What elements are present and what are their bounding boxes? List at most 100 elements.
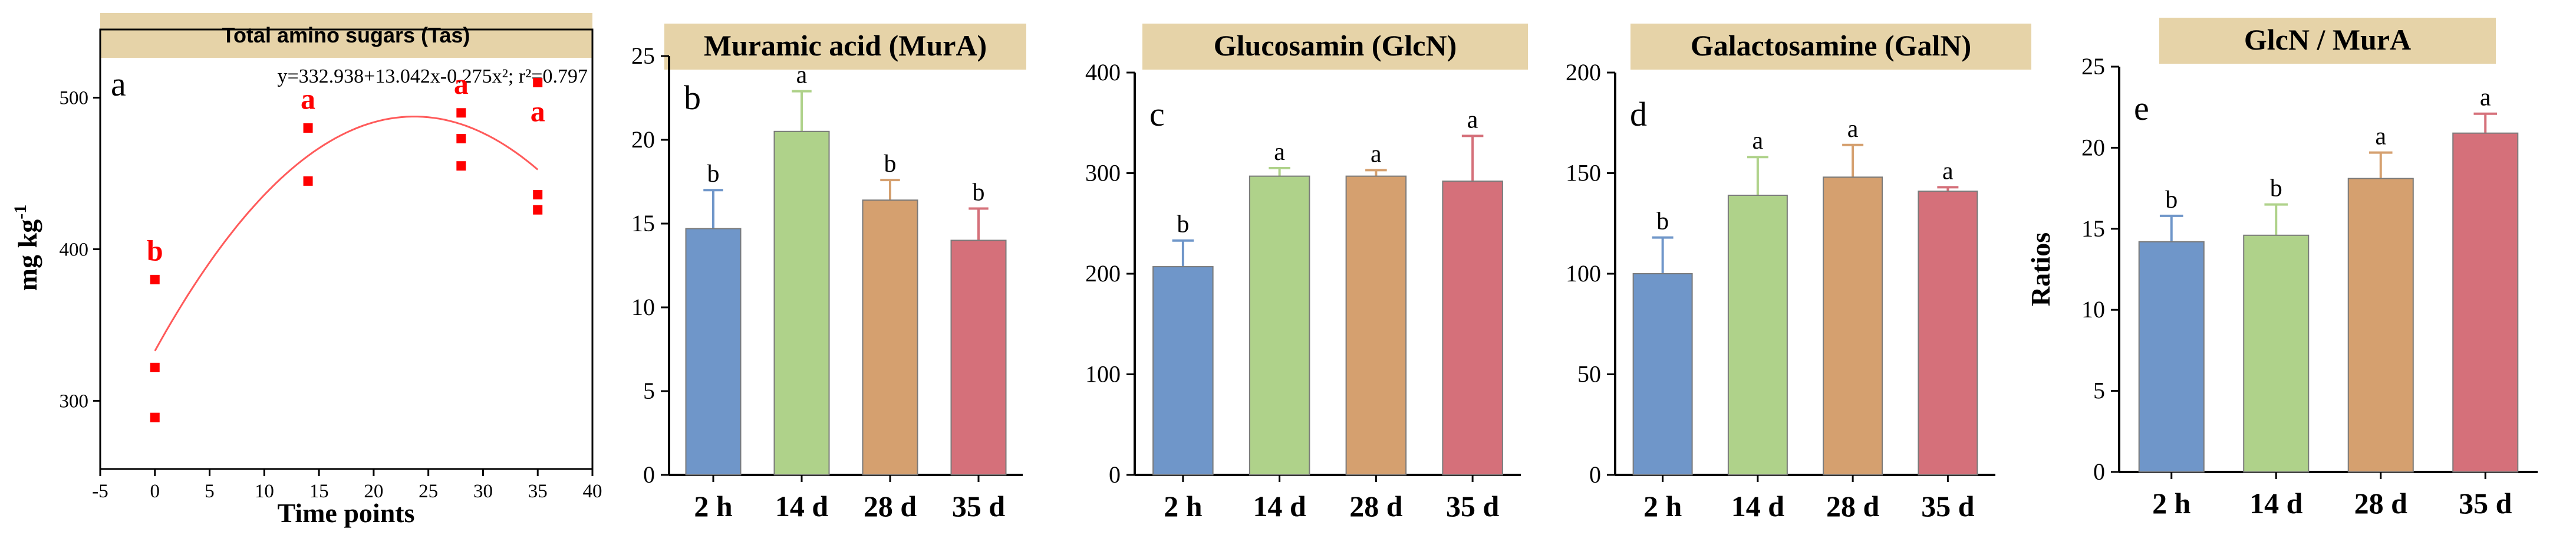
chart-title: Muramic acid (MurA) — [704, 29, 987, 62]
y-tick-label: 300 — [1085, 160, 1121, 186]
panel-letter: d — [1630, 95, 1647, 133]
x-tick-label: 14 d — [775, 490, 829, 523]
panel-c-glucosamin: Glucosamin (GlcN) 0 100 200 300 400 c b 2 h a 14 d… — [1085, 24, 1528, 523]
title-banner — [1630, 24, 2031, 70]
y-axis-label: Ratios — [2025, 232, 2055, 306]
y-tick-label: 10 — [2081, 296, 2105, 323]
bar — [1632, 273, 1693, 475]
significance-letter: a — [531, 94, 545, 127]
chart-title: GlcN / MurA — [2244, 23, 2411, 56]
bar — [1727, 195, 1788, 475]
bar — [685, 228, 742, 475]
data-point — [533, 190, 543, 200]
title-banner — [664, 24, 1026, 70]
y-tick-label: 500 — [60, 88, 89, 109]
panel-letter: e — [2134, 89, 2149, 127]
bar — [773, 130, 830, 476]
fit-curve — [154, 116, 539, 352]
x-tick-label: 28 d — [2354, 487, 2408, 520]
y-axis-label-main: mg kg — [12, 219, 42, 291]
significance-letter: a — [301, 83, 315, 116]
panel-letter: a — [111, 65, 126, 103]
significance-letter: a — [1753, 127, 1764, 155]
panel-d-galactosamine: Galactosamine (GalN) 0 50 100 150 200 d b 2 h a 14… — [1566, 24, 2031, 523]
significance-letter: b — [1177, 211, 1189, 238]
panel-b-muramic-acid: Muramic acid (MurA) 0 5 10 15 20 25 b b 2 h a 14 d b… — [631, 24, 1026, 523]
bar — [1345, 175, 1407, 475]
significance-letter: a — [1847, 116, 1859, 143]
x-tick-label: 20 — [364, 481, 383, 502]
y-tick-label: 20 — [631, 126, 655, 153]
x-tick-label: 28 d — [1826, 490, 1880, 523]
bar — [1249, 175, 1310, 475]
panel-letter: c — [1149, 95, 1165, 133]
data-point — [150, 274, 160, 284]
bar — [862, 199, 918, 475]
significance-letter: a — [1371, 140, 1382, 168]
significance-letter: b — [1656, 208, 1669, 235]
bar — [2452, 132, 2519, 473]
y-tick-label: 150 — [1566, 160, 1601, 186]
y-tick-label: 200 — [1085, 260, 1121, 287]
title-banner — [100, 13, 592, 58]
significance-letter: b — [2165, 186, 2178, 214]
x-tick-label: 35 d — [1446, 490, 1500, 523]
y-axis-label: mg kg-1 — [11, 205, 42, 291]
panel-letter: b — [684, 78, 701, 117]
y-tick-label: 5 — [2093, 378, 2105, 404]
x-tick-label: 40 — [583, 481, 602, 502]
plot-frame — [99, 28, 594, 470]
y-tick-label: 25 — [631, 42, 655, 69]
panel-e-glcn-mura-ratio: GlcN / MurA 0 5 10 15 20 25 e Ratios b 2 h b 14 d a 28… — [2025, 18, 2538, 520]
data-point — [533, 205, 543, 215]
y-tick-label: 10 — [631, 294, 655, 320]
x-tick-label: 0 — [150, 481, 160, 502]
panel-a-total-amino-sugars: Total amino sugars (Tas) -5 0 5 10 15 20 25 30 35… — [11, 13, 602, 528]
y-tick-label: 20 — [2081, 134, 2105, 160]
x-tick-label: 25 — [419, 481, 438, 502]
x-tick-label: 28 d — [864, 490, 917, 523]
y-tick-label: 0 — [643, 461, 655, 488]
chart-title: Galactosamine (GalN) — [1691, 29, 1971, 62]
x-tick-label: 28 d — [1349, 490, 1403, 523]
x-tick-label: 35 d — [2459, 487, 2512, 520]
y-tick-label: 0 — [2093, 458, 2105, 485]
significance-letter: b — [884, 150, 897, 178]
x-tick-label: 2 h — [694, 490, 733, 523]
significance-letter: b — [973, 179, 985, 206]
data-point — [456, 108, 466, 118]
data-point — [456, 161, 466, 171]
significance-letter: a — [2480, 84, 2491, 111]
bar — [950, 240, 1007, 475]
y-tick-label: 15 — [2081, 215, 2105, 242]
y-tick-label: 200 — [1566, 59, 1601, 86]
x-tick-label: 2 h — [2152, 487, 2191, 520]
y-tick-label: 400 — [1085, 59, 1121, 86]
bar — [2347, 178, 2414, 473]
y-tick-label: 100 — [1085, 361, 1121, 388]
significance-letter: a — [796, 62, 808, 89]
x-tick-label: 35 — [528, 481, 548, 502]
y-tick-label: 400 — [60, 240, 89, 261]
bar — [2138, 241, 2205, 473]
data-point — [150, 362, 160, 372]
x-tick-label: 35 d — [952, 490, 1006, 523]
significance-letter: b — [147, 234, 163, 267]
x-axis-label: Time points — [277, 498, 414, 528]
x-tick-label: 14 d — [1731, 490, 1785, 523]
x-tick-label: 30 — [473, 481, 493, 502]
significance-letter: b — [2270, 175, 2282, 202]
x-tick-label: 15 — [309, 481, 329, 502]
data-point — [303, 176, 313, 186]
x-tick-label: -5 — [92, 481, 108, 502]
y-tick-label: 0 — [1589, 461, 1601, 488]
bar — [1442, 181, 1503, 475]
chart-title: Total amino sugars (Tas) — [222, 23, 470, 47]
y-tick-label: 300 — [60, 391, 89, 412]
title-banner — [1142, 24, 1528, 70]
significance-letter: a — [1467, 106, 1478, 133]
significance-letter: a — [2375, 123, 2386, 150]
significance-letter: b — [707, 160, 720, 188]
bar — [2243, 234, 2310, 473]
